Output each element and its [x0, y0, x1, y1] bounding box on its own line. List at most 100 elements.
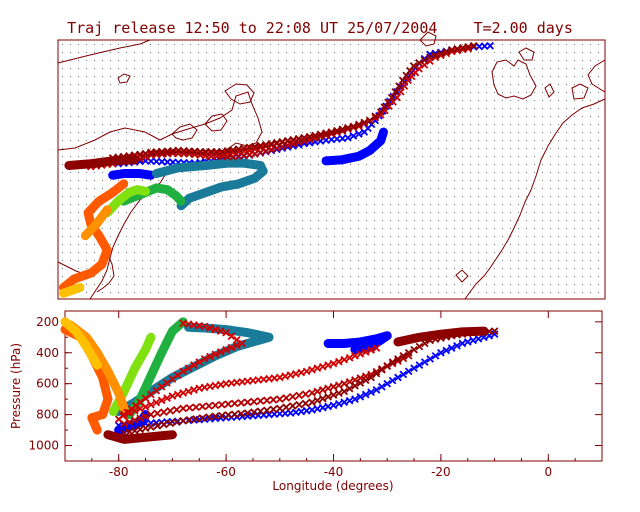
coastlines	[57, 31, 606, 300]
trajectory-point	[81, 231, 90, 240]
trajectory-x-marker	[490, 327, 499, 335]
trajectory-x-marker	[147, 410, 155, 419]
coastline-segment	[518, 47, 535, 61]
trajectory-point	[108, 171, 117, 180]
trajectory-x-marker	[345, 353, 354, 362]
trajectory-x-marker	[426, 53, 434, 62]
trajectory-x-marker	[262, 140, 270, 149]
trajectory-point	[254, 336, 263, 345]
trajectory-x-marker	[301, 390, 310, 399]
x-tick-label: 0	[544, 465, 552, 479]
trajectory-point	[152, 432, 161, 441]
y-tick-label: 1000	[28, 439, 59, 453]
trajectory-x-marker	[211, 412, 220, 420]
trajectory-point	[321, 156, 331, 166]
trajectory-point	[83, 208, 93, 217]
trajectory-x-marker	[453, 44, 462, 53]
trajectory-x-marker	[335, 389, 343, 398]
trajectory-point	[141, 345, 150, 354]
trajectory-point	[103, 430, 113, 439]
trajectory-x-marker	[356, 350, 365, 358]
trajectory-x-marker	[305, 132, 314, 141]
trajectory-x-marker	[486, 41, 494, 50]
trajectory-x-marker	[227, 332, 236, 341]
trajectory-x-marker	[367, 346, 375, 354]
trajectory-series	[321, 127, 388, 166]
trajectory-x-marker	[120, 420, 128, 428]
trajectory-x-marker	[324, 392, 332, 401]
trajectory-x-marker	[222, 328, 230, 337]
trajectory-point	[436, 329, 446, 339]
trajectory-point	[119, 179, 128, 189]
trajectory-x-marker	[340, 398, 349, 407]
trajectory-x-marker	[404, 367, 413, 376]
grid-dot-pattern	[62, 44, 599, 293]
trajectory-x-marker	[217, 400, 226, 409]
trajectory-point	[93, 360, 102, 370]
trajectory-x-marker	[415, 64, 423, 73]
trajectory-x-marker	[335, 357, 343, 366]
coastline-segment	[544, 83, 555, 98]
trajectory-point	[458, 327, 467, 337]
trajectory-x-marker	[136, 414, 145, 423]
trajectory-series	[108, 169, 156, 180]
trajectory-point	[171, 191, 180, 200]
trajectory-x-marker	[437, 49, 445, 58]
trajectory-x-marker	[437, 348, 445, 357]
trajectory-point	[86, 268, 96, 278]
trajectory-point	[103, 367, 113, 376]
trajectory-x-marker	[344, 123, 352, 132]
trajectory-x-marker	[371, 113, 380, 122]
trajectory-x-marker	[130, 406, 139, 415]
trajectory-x-marker	[391, 87, 400, 96]
trajectory-x-marker	[333, 126, 341, 135]
trajectory-x-marker	[125, 408, 134, 417]
trajectory-point	[113, 196, 123, 206]
trajectory-point	[479, 326, 489, 336]
trajectory-series	[80, 205, 112, 241]
trajectory-line	[60, 317, 102, 370]
trajectory-x-marker	[256, 407, 265, 416]
trajectory-x-marker	[190, 386, 198, 394]
trajectory-point	[258, 167, 268, 176]
trajectory-x-marker	[410, 364, 418, 373]
trajectory-x-marker	[250, 397, 258, 406]
trajectory-x-marker	[372, 386, 381, 394]
trajectory-series	[120, 327, 499, 438]
trajectory-x-marker	[172, 405, 181, 414]
y-tick-label: 200	[36, 315, 59, 329]
trajectory-series	[393, 326, 489, 347]
trajectory-point	[87, 413, 97, 422]
trajectory-x-marker	[168, 375, 177, 383]
trajectory-x-marker	[166, 407, 175, 415]
trajectory-x-marker	[192, 403, 200, 412]
trajectory-x-marker	[288, 392, 297, 401]
trajectory-x-marker	[345, 377, 354, 386]
trajectory-point	[365, 146, 374, 155]
trajectory-point	[86, 159, 96, 168]
trajectory-x-marker	[356, 392, 365, 401]
trajectory-x-marker	[311, 134, 319, 142]
x-tick-label: -60	[216, 465, 236, 479]
trajectory-x-marker	[292, 369, 300, 378]
trajectory-point	[119, 169, 128, 178]
trajectory-x-marker	[224, 411, 233, 419]
trajectory-x-marker	[282, 394, 291, 402]
trajectory-x-marker	[355, 130, 363, 138]
trajectory-series	[103, 430, 177, 444]
trajectory-x-marker	[349, 122, 358, 131]
map-frame	[57, 39, 606, 300]
trajectory-x-marker	[286, 371, 295, 379]
trajectory-point	[71, 326, 80, 336]
pressure-ticks: -80 -60 -40 -20 0 200 400 600 800 1000	[28, 311, 603, 479]
trajectory-x-marker	[205, 402, 213, 410]
trajectory-series	[323, 331, 392, 355]
coastline-segment	[491, 59, 537, 100]
trajectory-point	[152, 169, 161, 178]
trajectory-x-marker	[361, 376, 370, 385]
trajectory-x-marker	[340, 355, 349, 364]
trajectory-x-marker	[394, 355, 402, 363]
trajectory-x-marker	[383, 362, 392, 370]
trajectory-x-marker	[147, 423, 155, 431]
trajectory-x-marker	[372, 344, 381, 352]
